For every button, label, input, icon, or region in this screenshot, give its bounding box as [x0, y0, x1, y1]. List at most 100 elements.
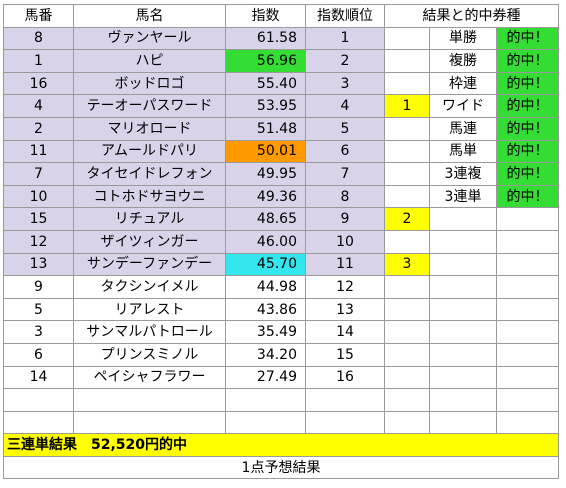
horse-name-cell: マリオロード — [73, 116, 226, 141]
prediction-results-table: 馬番 馬名 指数 指数順位 結果と的中券種 8 ヴァンヤール 61.58 1 単勝 的中！… — [3, 4, 559, 480]
finish-position-cell — [384, 26, 430, 51]
ticket-type-cell: 単勝 — [429, 26, 497, 51]
finish-position-cell — [384, 139, 430, 164]
index-rank-cell: 15 — [305, 342, 385, 367]
finish-position-cell — [384, 410, 430, 435]
hit-cell — [496, 275, 559, 299]
ticket-type-cell — [429, 207, 497, 231]
ticket-type-cell — [429, 365, 497, 390]
hit-cell — [496, 229, 559, 254]
table-row: 7 タイセイドレフォン 49.95 7 3連複 的中！ — [3, 162, 559, 186]
horse-name-cell — [73, 388, 226, 412]
index-cell: 44.98 — [225, 275, 306, 299]
index-cell — [225, 388, 306, 412]
header-horse-name: 馬名 — [73, 4, 226, 28]
finish-position-cell — [384, 365, 430, 390]
index-cell: 35.49 — [225, 320, 306, 344]
hit-cell — [496, 410, 559, 435]
index-rank-cell: 13 — [305, 297, 385, 322]
footer-row: 1点予想結果 — [3, 455, 559, 480]
ticket-type-cell — [429, 297, 497, 322]
index-rank-cell: 8 — [305, 184, 385, 209]
table-body: 馬番 馬名 指数 指数順位 結果と的中券種 8 ヴァンヤール 61.58 1 単勝 的中！… — [3, 4, 559, 480]
table-row: 14 ペイシャフラワー 27.49 16 — [3, 365, 559, 390]
header-index-rank: 指数順位 — [305, 4, 385, 28]
index-cell — [225, 410, 306, 435]
index-rank-cell: 3 — [305, 71, 385, 96]
table-row: 11 アムールドパリ 50.01 6 馬単 的中！ — [3, 139, 559, 164]
index-cell: 50.01 — [225, 139, 306, 164]
ticket-type-cell: 枠連 — [429, 71, 497, 96]
finish-position-cell — [384, 297, 430, 322]
hit-cell: 的中！ — [496, 162, 559, 186]
index-cell: 56.96 — [225, 49, 306, 73]
horse-number-cell: 10 — [3, 184, 74, 209]
finish-position-cell — [384, 116, 430, 141]
horse-name-cell: リアレスト — [73, 297, 226, 322]
index-cell: 49.95 — [225, 162, 306, 186]
table-row: 4 テーオーパスワード 53.95 4 1 ワイド 的中！ — [3, 94, 559, 118]
hit-cell — [496, 252, 559, 277]
finish-position-cell — [384, 275, 430, 299]
hit-cell — [496, 365, 559, 390]
horse-name-cell: テーオーパスワード — [73, 94, 226, 118]
finish-position-cell — [384, 342, 430, 367]
horse-name-cell: タクシンイメル — [73, 275, 226, 299]
hit-cell: 的中！ — [496, 26, 559, 51]
hit-cell: 的中！ — [496, 139, 559, 164]
index-rank-cell: 6 — [305, 139, 385, 164]
table-row: 2 マリオロード 51.48 5 馬連 的中！ — [3, 116, 559, 141]
table-row: 8 ヴァンヤール 61.58 1 単勝 的中！ — [3, 26, 559, 51]
ticket-type-cell: 馬連 — [429, 116, 497, 141]
horse-name-cell: ザイツィンガー — [73, 229, 226, 254]
index-cell: 53.95 — [225, 94, 306, 118]
ticket-type-cell: 3連複 — [429, 162, 497, 186]
ticket-type-cell — [429, 252, 497, 277]
hit-cell — [496, 388, 559, 412]
finish-position-cell — [384, 49, 430, 73]
ticket-type-cell: 3連単 — [429, 184, 497, 209]
hit-cell — [496, 207, 559, 231]
table-row: 3 サンマルパトロール 35.49 14 — [3, 320, 559, 344]
index-cell: 46.00 — [225, 229, 306, 254]
index-rank-cell: 4 — [305, 94, 385, 118]
table-row: 12 ザイツィンガー 46.00 10 — [3, 229, 559, 254]
header-results: 結果と的中券種 — [384, 4, 559, 28]
index-cell: 34.20 — [225, 342, 306, 367]
table-row: 5 リアレスト 43.86 13 — [3, 297, 559, 322]
horse-number-cell — [3, 388, 74, 412]
ticket-type-cell — [429, 320, 497, 344]
horse-number-cell: 7 — [3, 162, 74, 186]
horse-number-cell: 6 — [3, 342, 74, 367]
index-rank-cell — [305, 410, 385, 435]
banner-row: 三連単結果 52,520円的中 — [3, 433, 559, 457]
table-row — [3, 410, 559, 435]
hit-cell: 的中！ — [496, 94, 559, 118]
ticket-type-cell — [429, 388, 497, 412]
table-row: 1 ハピ 56.96 2 複勝 的中！ — [3, 49, 559, 73]
ticket-type-cell — [429, 229, 497, 254]
horse-name-cell: タイセイドレフォン — [73, 162, 226, 186]
hit-cell — [496, 297, 559, 322]
header-row: 馬番 馬名 指数 指数順位 結果と的中券種 — [3, 4, 559, 28]
horse-number-cell: 15 — [3, 207, 74, 231]
ticket-type-cell — [429, 275, 497, 299]
table-row: 16 ボッドロゴ 55.40 3 枠連 的中！ — [3, 71, 559, 96]
horse-number-cell: 1 — [3, 49, 74, 73]
table-row: 13 サンデーファンデー 45.70 11 3 — [3, 252, 559, 277]
horse-name-cell: ハピ — [73, 49, 226, 73]
index-rank-cell: 11 — [305, 252, 385, 277]
ticket-type-cell — [429, 410, 497, 435]
horse-name-cell: リチュアル — [73, 207, 226, 231]
hit-cell — [496, 342, 559, 367]
table-row: 6 プリンスミノル 34.20 15 — [3, 342, 559, 367]
hit-cell: 的中！ — [496, 71, 559, 96]
index-cell: 61.58 — [225, 26, 306, 51]
horse-number-cell: 14 — [3, 365, 74, 390]
horse-number-cell — [3, 410, 74, 435]
finish-position-cell: 1 — [384, 94, 430, 118]
horse-number-cell: 9 — [3, 275, 74, 299]
hit-cell: 的中！ — [496, 184, 559, 209]
table-row: 15 リチュアル 48.65 9 2 — [3, 207, 559, 231]
